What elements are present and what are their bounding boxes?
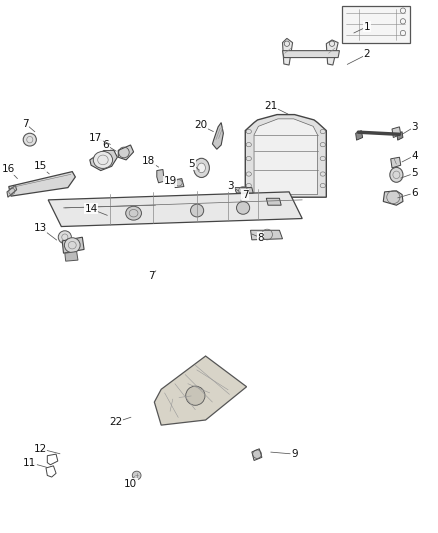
Polygon shape <box>65 252 78 261</box>
Polygon shape <box>9 172 75 196</box>
Text: 20: 20 <box>194 120 207 130</box>
Polygon shape <box>90 150 117 171</box>
Ellipse shape <box>191 204 204 217</box>
Text: 22: 22 <box>110 417 123 427</box>
Text: 6: 6 <box>411 188 418 198</box>
Polygon shape <box>383 191 403 205</box>
Polygon shape <box>342 6 410 43</box>
Polygon shape <box>212 123 223 149</box>
Ellipse shape <box>93 151 113 168</box>
Text: 9: 9 <box>291 449 298 459</box>
Text: 2: 2 <box>364 50 371 59</box>
Text: 17: 17 <box>89 133 102 142</box>
Text: 7: 7 <box>22 119 29 128</box>
Ellipse shape <box>64 238 80 253</box>
Polygon shape <box>254 119 318 195</box>
Polygon shape <box>252 449 262 461</box>
Text: 12: 12 <box>34 444 47 454</box>
Ellipse shape <box>58 231 71 244</box>
Text: 1: 1 <box>364 22 371 31</box>
Ellipse shape <box>237 201 250 214</box>
Text: 5: 5 <box>411 168 418 178</box>
Polygon shape <box>251 230 283 240</box>
Polygon shape <box>7 185 17 197</box>
Polygon shape <box>391 157 401 168</box>
Text: 19: 19 <box>163 176 177 186</box>
Polygon shape <box>234 188 253 193</box>
Polygon shape <box>62 237 84 253</box>
Ellipse shape <box>126 206 141 220</box>
Polygon shape <box>266 198 281 205</box>
Ellipse shape <box>23 133 36 146</box>
Text: 10: 10 <box>124 479 137 489</box>
Text: 15: 15 <box>34 161 47 171</box>
Ellipse shape <box>186 386 205 405</box>
Polygon shape <box>283 38 293 65</box>
Polygon shape <box>154 356 247 425</box>
Polygon shape <box>356 131 363 140</box>
Polygon shape <box>157 169 164 183</box>
Text: 3: 3 <box>227 181 234 191</box>
Polygon shape <box>48 192 302 227</box>
Text: 5: 5 <box>188 159 195 169</box>
Polygon shape <box>245 115 326 197</box>
Polygon shape <box>326 40 338 65</box>
Polygon shape <box>118 145 134 160</box>
Text: 4: 4 <box>411 151 418 160</box>
Ellipse shape <box>132 471 141 480</box>
Text: 7: 7 <box>242 190 249 199</box>
Text: 13: 13 <box>34 223 47 232</box>
Polygon shape <box>173 179 184 188</box>
Text: 7: 7 <box>148 271 155 281</box>
Ellipse shape <box>194 158 209 177</box>
Text: 18: 18 <box>142 156 155 166</box>
Text: 6: 6 <box>102 140 110 150</box>
Text: 8: 8 <box>257 233 264 243</box>
Text: 16: 16 <box>2 165 15 174</box>
Polygon shape <box>392 127 401 138</box>
Text: 11: 11 <box>23 458 36 467</box>
Polygon shape <box>397 132 403 140</box>
Text: 3: 3 <box>411 122 418 132</box>
Text: 14: 14 <box>85 204 98 214</box>
Ellipse shape <box>390 167 403 182</box>
Ellipse shape <box>198 163 205 173</box>
Polygon shape <box>283 51 339 58</box>
Text: 21: 21 <box>264 101 277 110</box>
